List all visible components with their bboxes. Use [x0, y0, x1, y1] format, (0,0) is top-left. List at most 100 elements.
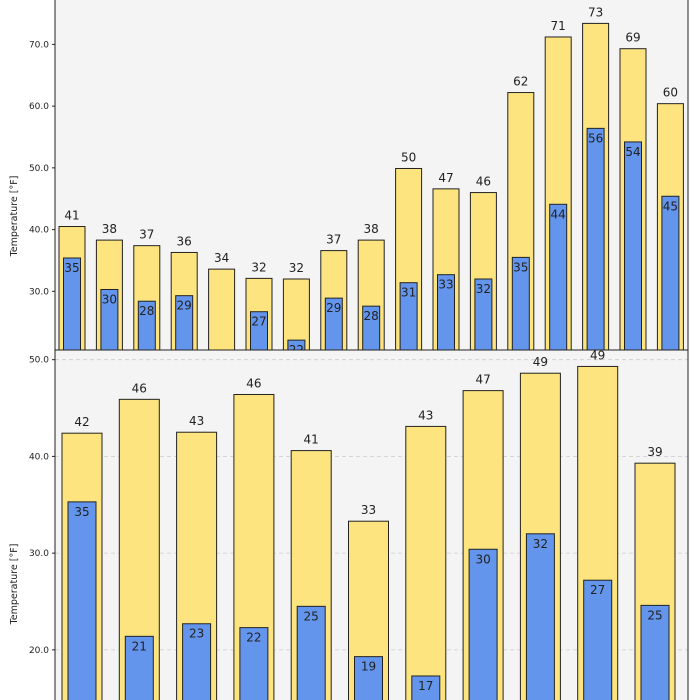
high-temp-label: 38	[102, 222, 117, 236]
high-temp-label: 42	[74, 415, 89, 429]
low-temp-label: 29	[177, 299, 192, 313]
low-temp-label: 28	[139, 304, 154, 318]
high-temp-label: 60	[663, 86, 678, 100]
low-temp-bar	[399, 282, 418, 350]
low-temp-label: 35	[74, 505, 89, 519]
high-temp-label: 37	[139, 228, 154, 242]
low-temp-bar	[468, 548, 498, 700]
low-temp-label: 44	[551, 207, 566, 221]
high-temp-label: 46	[246, 376, 261, 390]
low-temp-bar	[525, 533, 555, 700]
low-temp-bar	[354, 656, 383, 700]
low-temp-label: 27	[251, 315, 266, 329]
low-temp-label: 56	[588, 131, 603, 145]
low-temp-bar	[511, 256, 530, 350]
low-temp-bar	[549, 203, 568, 350]
y-tick-label: 50.0	[29, 164, 49, 174]
low-temp-bar	[250, 311, 268, 350]
low-temp-label: 28	[364, 309, 379, 323]
y-tick-label: 70.0	[29, 40, 49, 50]
top-chart-panel: 35 41 30 38 28 37 29 36 34 27 32 22 32 29 37 28 38 31 50 33…	[9, 0, 689, 357]
y-tick-label: 60.0	[29, 102, 49, 112]
low-temp-label: 22	[289, 343, 304, 357]
plot-area: 35 42 21 46 23 43 22 46 25 41 19 33 17 43 30 47 32 49 27 49…	[55, 348, 688, 700]
high-temp-bar	[208, 268, 236, 350]
low-temp-bar	[137, 300, 156, 350]
plot-area: 35 41 30 38 28 37 29 36 34 27 32 22 32 29 37 28 38 31 50 33…	[58, 5, 684, 357]
low-temp-label: 45	[663, 199, 678, 213]
y-axis-label: Temperature [°F]	[9, 544, 20, 626]
low-temp-label: 33	[438, 278, 453, 292]
low-temp-label: 35	[513, 260, 528, 274]
y-tick-label: 40.0	[29, 226, 49, 236]
low-temp-label: 23	[189, 627, 204, 641]
y-axis-label: Temperature [°F]	[9, 176, 20, 258]
high-temp-label: 33	[361, 503, 376, 517]
low-temp-bar	[411, 675, 441, 700]
high-temp-label: 46	[476, 175, 491, 189]
high-temp-label: 34	[214, 251, 229, 265]
low-temp-bar	[624, 141, 642, 350]
low-temp-bar	[583, 579, 613, 700]
low-temp-label: 54	[625, 145, 640, 159]
low-temp-label: 32	[476, 282, 491, 296]
high-temp-bar	[282, 278, 310, 350]
low-temp-label: 19	[361, 660, 376, 674]
high-temp-label: 49	[533, 355, 548, 369]
high-temp-label: 71	[551, 19, 566, 33]
low-temp-label: 21	[132, 639, 147, 653]
plot-frame	[54, 349, 689, 700]
low-temp-label: 31	[401, 286, 416, 300]
y-tick-label: 30.0	[29, 287, 49, 297]
y-tick-label: 30.0	[29, 549, 49, 559]
low-temp-bar	[239, 627, 269, 700]
high-temp-label: 46	[132, 381, 147, 395]
low-temp-bar	[640, 604, 670, 700]
low-temp-bar	[586, 127, 605, 350]
low-temp-bar	[287, 339, 306, 350]
low-temp-label: 30	[102, 292, 117, 306]
low-temp-bar	[100, 288, 119, 350]
low-temp-label: 30	[475, 552, 490, 566]
bottom-chart-panel: 35 42 21 46 23 43 22 46 25 41 19 33 17 43 30 47 32 49 27 49…	[9, 348, 689, 700]
low-temp-label: 17	[418, 679, 433, 693]
low-temp-bar	[474, 278, 493, 350]
low-temp-bar	[63, 257, 81, 350]
low-temp-label: 35	[64, 261, 79, 275]
low-temp-bar	[661, 195, 680, 350]
high-temp-label: 73	[588, 5, 603, 19]
low-temp-label: 25	[304, 609, 319, 623]
high-temp-label: 43	[189, 414, 204, 428]
high-temp-label: 32	[251, 260, 266, 274]
low-temp-bar	[124, 635, 154, 700]
y-tick-label: 50.0	[29, 356, 49, 366]
low-temp-bar	[437, 274, 455, 350]
y-tick-label: 40.0	[29, 452, 49, 462]
y-tick-label: 20.0	[29, 646, 49, 656]
high-temp-label: 32	[289, 261, 304, 275]
high-temp-label: 37	[326, 233, 341, 247]
high-temp-label: 41	[304, 433, 319, 447]
low-temp-label: 29	[326, 301, 341, 315]
low-temp-bar	[296, 605, 326, 700]
low-temp-bar	[362, 305, 381, 350]
high-temp-label: 49	[590, 348, 605, 362]
high-temp-label: 47	[438, 171, 453, 185]
low-temp-bar	[175, 295, 194, 350]
low-temp-bar	[324, 297, 343, 350]
high-temp-bar	[405, 425, 447, 700]
low-temp-label: 27	[590, 583, 605, 597]
high-temp-label: 43	[418, 408, 433, 422]
low-temp-bar	[182, 623, 212, 700]
high-temp-label: 41	[64, 209, 79, 223]
high-temp-label: 69	[625, 31, 640, 45]
high-temp-label: 47	[475, 373, 490, 387]
high-temp-label: 39	[647, 445, 662, 459]
low-temp-label: 22	[246, 631, 261, 645]
low-temp-label: 25	[647, 608, 662, 622]
low-temp-bar	[67, 501, 97, 700]
high-temp-label: 62	[513, 75, 528, 89]
high-temp-label: 38	[364, 222, 379, 236]
low-temp-label: 32	[533, 537, 548, 551]
